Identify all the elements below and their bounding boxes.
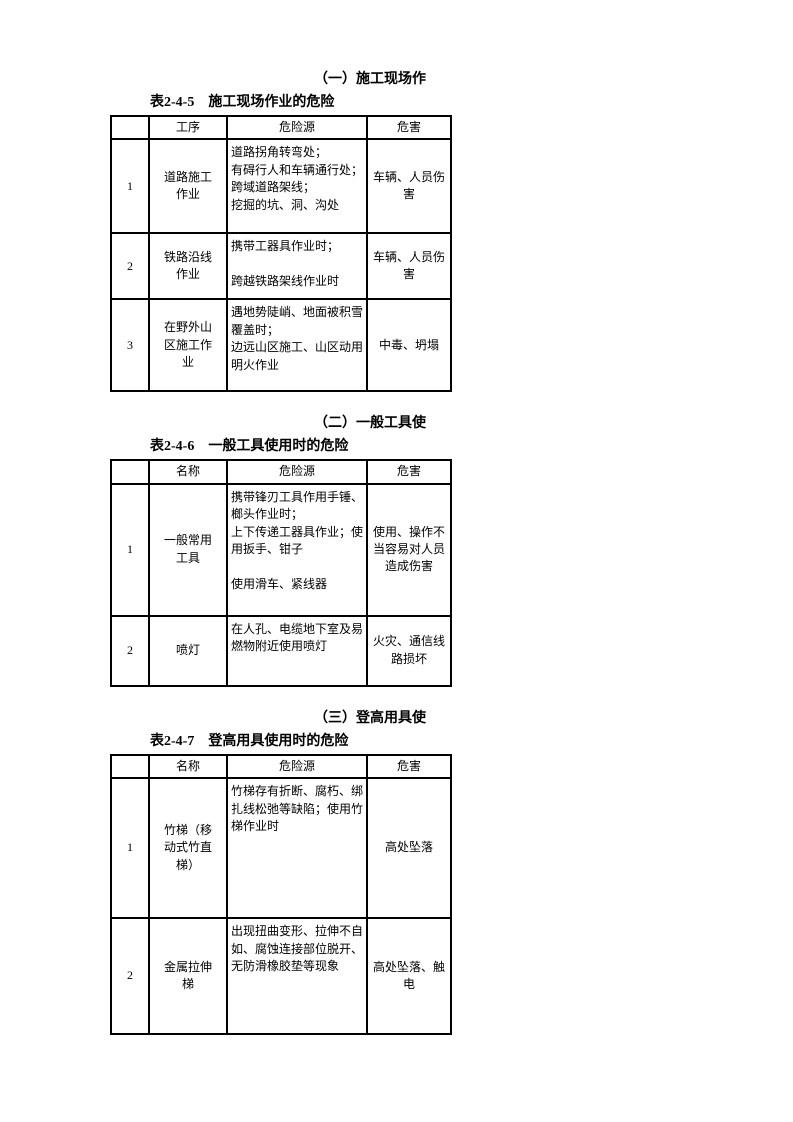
row-source: 携带锋刃工具作用手锤、榔头作业时； 上下传递工器具作业；使用扳手、钳子 使用滑车… [227,484,367,616]
table-3-header-4: 危害 [367,755,451,778]
table-2-header-row: 名称 危险源 危害 [111,460,451,483]
row-hazard: 火灾、通信线路损坏 [367,616,451,686]
table-3: 名称 危险源 危害 1竹梯（移 动式竹直 梯）竹梯存有折断、腐朽、绑扎线松弛等缺… [110,754,452,1035]
row-name: 金属拉伸 梯 [149,918,227,1034]
table-1-header-1 [111,116,149,139]
table-3-header-row: 名称 危险源 危害 [111,755,451,778]
table-2-header-3: 危险源 [227,460,367,483]
table-row: 2喷灯在人孔、电缆地下室及易燃物附近使用喷灯火灾、通信线路损坏 [111,616,451,686]
table-row: 2铁路沿线 作业携带工器具作业时； 跨越铁路架线作业时车辆、人员伤害 [111,233,451,299]
table-row: 1一般常用 工具携带锋刃工具作用手锤、榔头作业时； 上下传递工器具作业；使用扳手… [111,484,451,616]
row-name: 竹梯（移 动式竹直 梯） [149,778,227,918]
table-row: 1竹梯（移 动式竹直 梯）竹梯存有折断、腐朽、绑扎线松弛等缺陷；使用竹梯作业时高… [111,778,451,918]
table-3-header-2: 名称 [149,755,227,778]
row-number: 1 [111,139,149,233]
row-number: 2 [111,233,149,299]
table-1-header-4: 危害 [367,116,451,139]
row-number: 1 [111,484,149,616]
table-2-header-4: 危害 [367,460,451,483]
table-2-header-2: 名称 [149,460,227,483]
table-2-header-1 [111,460,149,483]
table-3-header-3: 危险源 [227,755,367,778]
row-hazard: 车辆、人员伤害 [367,233,451,299]
row-name: 一般常用 工具 [149,484,227,616]
table-row: 2金属拉伸 梯出现扭曲变形、拉伸不自如、腐蚀连接部位脱开、无防滑橡胶垫等现象高处… [111,918,451,1034]
row-source: 竹梯存有折断、腐朽、绑扎线松弛等缺陷；使用竹梯作业时 [227,778,367,918]
row-name: 道路施工 作业 [149,139,227,233]
row-number: 3 [111,299,149,391]
section-1-heading: （一）施工现场作 [110,68,450,88]
row-source: 遇地势陡峭、地面被积雪覆盖时； 边远山区施工、山区动用明火作业 [227,299,367,391]
table-1-header-2: 工序 [149,116,227,139]
table-1-header-row: 工序 危险源 危害 [111,116,451,139]
table-3-caption: 表2-4-7 登高用具使用时的危险 [110,730,450,750]
row-hazard: 中毒、坍塌 [367,299,451,391]
table-1-header-3: 危险源 [227,116,367,139]
row-number: 1 [111,778,149,918]
row-number: 2 [111,918,149,1034]
row-hazard: 高处坠落 [367,778,451,918]
row-number: 2 [111,616,149,686]
table-row: 3在野外山 区施工作 业遇地势陡峭、地面被积雪覆盖时； 边远山区施工、山区动用明… [111,299,451,391]
row-name: 喷灯 [149,616,227,686]
row-source: 道路拐角转弯处； 有碍行人和车辆通行处； 跨域道路架线； 挖掘的坑、洞、沟处 [227,139,367,233]
section-3-heading: （三）登高用具使 [110,707,450,727]
row-hazard: 车辆、人员伤害 [367,139,451,233]
table-1-caption: 表2-4-5 施工现场作业的危险 [110,91,450,111]
table-2: 名称 危险源 危害 1一般常用 工具携带锋刃工具作用手锤、榔头作业时； 上下传递… [110,459,452,686]
table-row: 1道路施工 作业道路拐角转弯处； 有碍行人和车辆通行处； 跨域道路架线； 挖掘的… [111,139,451,233]
table-2-caption: 表2-4-6 一般工具使用时的危险 [110,435,450,455]
row-source: 携带工器具作业时； 跨越铁路架线作业时 [227,233,367,299]
row-source: 出现扭曲变形、拉伸不自如、腐蚀连接部位脱开、无防滑橡胶垫等现象 [227,918,367,1034]
row-name: 铁路沿线 作业 [149,233,227,299]
section-2-heading: （二）一般工具使 [110,412,450,432]
table-1: 工序 危险源 危害 1道路施工 作业道路拐角转弯处； 有碍行人和车辆通行处； 跨… [110,115,452,392]
row-source: 在人孔、电缆地下室及易燃物附近使用喷灯 [227,616,367,686]
row-hazard: 使用、操作不当容易对人员造成伤害 [367,484,451,616]
table-3-header-1 [111,755,149,778]
row-hazard: 高处坠落、触电 [367,918,451,1034]
row-name: 在野外山 区施工作 业 [149,299,227,391]
